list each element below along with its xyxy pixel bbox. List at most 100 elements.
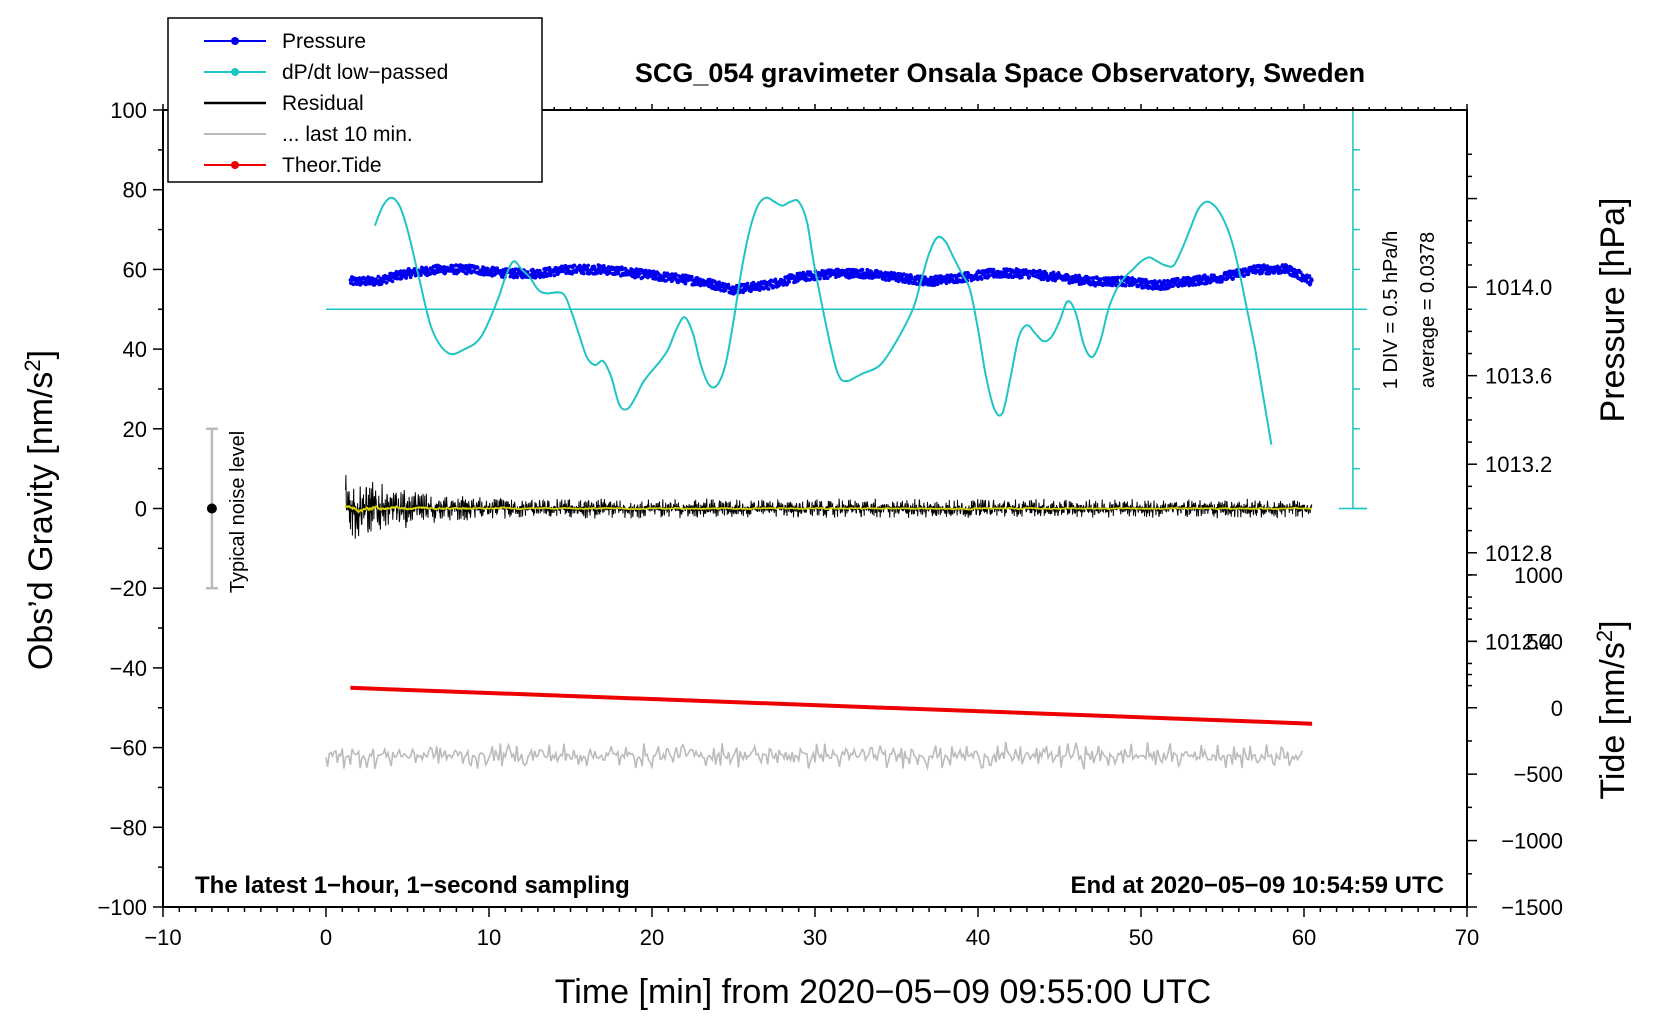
tide-line: [350, 685, 1313, 726]
pressure-point: [808, 277, 813, 282]
pressure-tick-label: 1013.6: [1485, 364, 1552, 389]
pressure-point: [475, 265, 480, 270]
y-tick-label: −40: [110, 656, 147, 681]
pressure-point: [726, 282, 731, 287]
pressure-point: [586, 263, 590, 268]
pressure-point: [1298, 270, 1303, 275]
legend-box: [167, 17, 543, 183]
pressure-point: [1307, 274, 1312, 278]
legend-label: Pressure: [282, 30, 366, 53]
pressure-point: [616, 271, 621, 276]
pressure-point: [825, 276, 830, 280]
y-tick-label: 100: [110, 98, 147, 123]
pressure-axis-title: Pressure [hPa]: [1594, 198, 1632, 423]
pressure-point: [404, 273, 409, 277]
gravity-axis-title: Obs’d Gravity [nm/s2]: [20, 350, 60, 670]
series-4: [350, 685, 1313, 726]
div-scale-label: 1 DIV = 0.5 hPa/h: [1380, 231, 1402, 389]
pressure-point: [1019, 275, 1024, 280]
legend-label: dP/dt low−passed: [282, 61, 448, 84]
noise-bar-center: [206, 503, 217, 514]
legend-item: Residual: [204, 92, 364, 115]
pressure-point: [766, 287, 771, 291]
pressure-point: [1027, 275, 1032, 279]
pressure-point: [404, 276, 409, 280]
pressure-point: [1055, 276, 1059, 281]
legend-label: Theor.Tide: [282, 154, 382, 177]
pressure-point: [1099, 277, 1103, 282]
pressure-point: [1175, 276, 1180, 281]
residual-line: [345, 475, 1313, 539]
pressure-point: [1087, 276, 1092, 281]
pressure-point: [1231, 276, 1235, 281]
sampling-note: The latest 1−hour, 1−second sampling: [195, 872, 630, 899]
legend-item: Pressure: [204, 30, 366, 53]
pressure-point: [363, 276, 367, 281]
pressure-point: [709, 281, 714, 286]
pressure-point: [1051, 270, 1056, 275]
pressure-point: [889, 270, 894, 275]
legend-item: ... last 10 min.: [204, 123, 413, 146]
x-axis-title: Time [min] from 2020−05−09 09:55:00 UTC: [555, 973, 1211, 1011]
pressure-point: [1123, 283, 1128, 288]
tide-tick-label: −1500: [1501, 895, 1563, 920]
pressure-point: [384, 280, 389, 285]
tide-tick-label: 0: [1551, 696, 1563, 721]
pressure-point: [796, 278, 800, 283]
x-tick-label: −10: [144, 925, 181, 950]
pressure-point: [1194, 282, 1198, 287]
x-tick-label: 50: [1129, 925, 1153, 950]
legend-marker: [231, 68, 239, 76]
tide-axis-title: Tide [nm/s2]: [1592, 620, 1632, 799]
pressure-point: [723, 288, 728, 293]
y-tick-label: −20: [110, 576, 147, 601]
y-tick-label: −60: [110, 736, 147, 761]
y-tick-label: 20: [123, 417, 147, 442]
pressure-point: [552, 273, 557, 278]
pressure-point: [651, 269, 656, 274]
legend-label: Residual: [282, 92, 364, 115]
pressure-point: [732, 290, 737, 295]
dpdt-line: [373, 196, 1273, 445]
pressure-point: [390, 279, 395, 284]
pressure-point: [787, 280, 791, 284]
pressure-point: [674, 273, 678, 277]
pressure-tick-label: 1013.2: [1485, 452, 1552, 477]
y-tick-label: 60: [123, 257, 147, 282]
pressure-point: [554, 266, 559, 270]
x-tick-label: 60: [1292, 925, 1316, 950]
average-label: average = 0.0378: [1417, 232, 1439, 388]
pressure-point: [818, 276, 822, 281]
y-tick-label: −80: [110, 815, 147, 840]
pressure-point: [979, 277, 984, 281]
pressure-point: [581, 271, 586, 276]
y-tick-label: −100: [97, 895, 147, 920]
pressure-point: [689, 274, 694, 279]
pressure-point: [708, 277, 712, 282]
tide-tick-label: 1000: [1514, 563, 1563, 588]
pressure-point: [620, 267, 625, 272]
pressure-point: [637, 272, 642, 276]
pressure-tick-label: 1012.4: [1485, 629, 1552, 654]
pressure-point: [991, 267, 996, 272]
x-tick-label: 70: [1455, 925, 1479, 950]
pressure-point: [515, 275, 520, 280]
pressure-point: [695, 276, 700, 280]
pressure-point: [1309, 278, 1314, 283]
chart-title: SCG_054 gravimeter Onsala Space Observat…: [635, 58, 1365, 88]
series-0: [348, 263, 1314, 296]
tide-tick-label: −1000: [1501, 829, 1563, 854]
pressure-point: [848, 275, 853, 280]
pressure-tick-label: 1014.0: [1485, 275, 1552, 300]
series-2: [344, 475, 1313, 539]
pressure-point: [884, 278, 888, 282]
residual-smoothed-line: [344, 504, 1313, 513]
pressure-point: [717, 280, 722, 285]
pressure-point: [886, 271, 890, 275]
y-tick-label: 0: [135, 497, 147, 522]
pressure-point: [537, 268, 542, 273]
x-tick-label: 40: [966, 925, 990, 950]
last-10min-line: [325, 741, 1304, 771]
pressure-point: [772, 284, 776, 289]
